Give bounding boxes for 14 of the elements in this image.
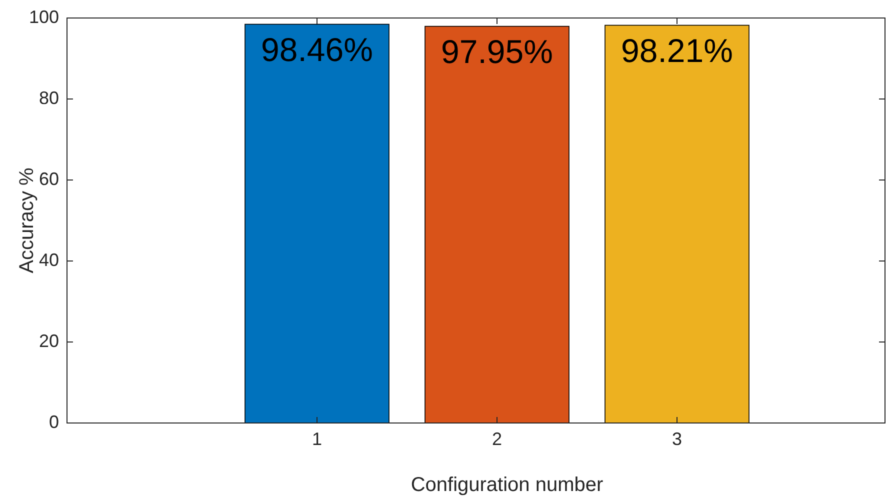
x-tick-label: 1: [312, 429, 322, 449]
y-tick-label: 100: [28, 6, 59, 27]
y-tick-label: 20: [38, 330, 59, 351]
y-tick-label: 40: [38, 250, 59, 270]
y-tick-label: 0: [48, 412, 59, 432]
x-tick-label: 2: [492, 429, 502, 449]
data-label: 98.21%: [621, 32, 733, 69]
y-tick-label: 80: [38, 88, 59, 108]
y-tick-label: 60: [38, 168, 59, 189]
x-axis-title: Configuration number: [410, 474, 604, 496]
y-axis-title: Accuracy %: [16, 167, 38, 274]
data-label: 98.46%: [261, 30, 373, 68]
data-label: 97.95%: [441, 33, 553, 70]
x-tick-label: 3: [672, 429, 682, 449]
